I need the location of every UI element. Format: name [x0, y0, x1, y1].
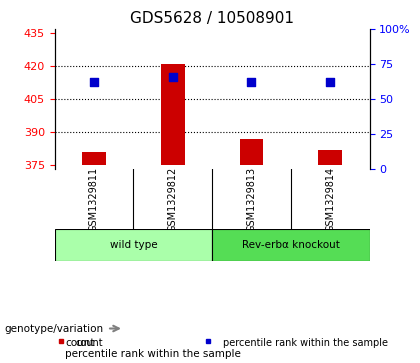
Text: Rev-erbα knockout: Rev-erbα knockout [242, 240, 340, 250]
Point [327, 79, 333, 85]
FancyBboxPatch shape [55, 229, 212, 261]
Bar [318, 150, 342, 165]
Text: genotype/variation: genotype/variation [4, 323, 103, 334]
Text: count: count [65, 338, 94, 348]
Text: wild type: wild type [110, 240, 157, 250]
Text: GSM1329814: GSM1329814 [325, 167, 335, 232]
Point [91, 79, 97, 85]
Text: percentile rank within the sample: percentile rank within the sample [223, 338, 388, 348]
Text: count: count [76, 338, 103, 348]
Point [248, 79, 255, 85]
Text: GSM1329811: GSM1329811 [89, 167, 99, 232]
Bar [240, 139, 263, 165]
Text: percentile rank within the sample: percentile rank within the sample [65, 349, 241, 359]
Text: GSM1329813: GSM1329813 [247, 167, 257, 232]
Bar [161, 64, 184, 165]
Bar [82, 152, 106, 165]
FancyBboxPatch shape [212, 229, 370, 261]
Text: GSM1329812: GSM1329812 [168, 167, 178, 232]
Title: GDS5628 / 10508901: GDS5628 / 10508901 [130, 12, 294, 26]
Point [169, 74, 176, 80]
